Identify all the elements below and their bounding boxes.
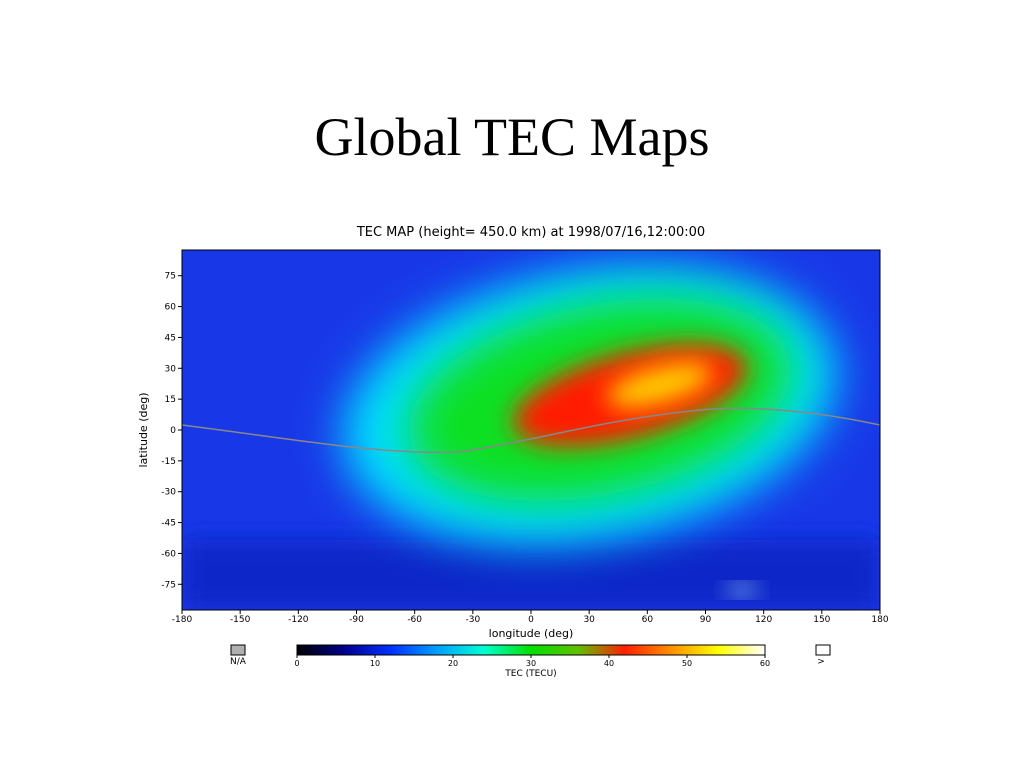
x-axis-label: longitude (deg) — [489, 627, 574, 640]
slide-title: Global TEC Maps — [315, 107, 710, 167]
x-tick-label: 30 — [583, 615, 595, 625]
x-tick-label: 150 — [813, 615, 830, 625]
y-tick-label: 75 — [165, 272, 176, 282]
x-tick-label: -60 — [407, 615, 422, 625]
colorbar-label: TEC (TECU) — [504, 669, 556, 679]
colorbar-tick-label: 10 — [370, 659, 380, 668]
y-tick-label: 30 — [165, 364, 177, 374]
x-tick-label: 180 — [871, 615, 888, 625]
over-swatch — [815, 644, 831, 656]
chart-title: TEC MAP (height= 450.0 km) at 1998/07/16… — [356, 225, 705, 240]
y-tick-label: -60 — [161, 549, 176, 559]
y-tick-label: 60 — [165, 303, 177, 313]
x-tick-label: 90 — [700, 615, 712, 625]
x-tick-label: -150 — [230, 615, 251, 625]
x-tick-label: -90 — [349, 615, 364, 625]
colorbar-tick-label: 40 — [604, 659, 614, 668]
tec-field — [182, 250, 880, 610]
x-tick-label: 60 — [642, 615, 654, 625]
colorbar-tick-label: 0 — [294, 659, 299, 668]
y-tick-label: -15 — [161, 457, 176, 467]
y-axis-label: latitude (deg) — [137, 392, 150, 467]
colorbar-tick-label: 30 — [526, 659, 536, 668]
colorbar-tick-label: 20 — [448, 659, 458, 668]
x-tick-label: -30 — [465, 615, 480, 625]
na-label: N/A — [230, 657, 247, 667]
colorbar — [296, 644, 766, 656]
y-tick-label: 45 — [165, 333, 176, 343]
x-tick-label: -120 — [288, 615, 309, 625]
na-swatch — [230, 644, 246, 656]
y-tick-label: 15 — [165, 395, 176, 405]
y-tick-label: 0 — [170, 426, 176, 436]
y-tick-label: -75 — [161, 580, 176, 590]
y-tick-label: -45 — [161, 519, 176, 529]
colorbar-tick-label: 50 — [682, 659, 692, 668]
over-label: > — [817, 657, 825, 667]
x-tick-label: -180 — [172, 615, 193, 625]
colorbar-tick-label: 60 — [760, 659, 770, 668]
x-tick-label: 120 — [755, 615, 772, 625]
x-tick-label: 0 — [528, 615, 534, 625]
y-tick-label: -30 — [161, 488, 176, 498]
